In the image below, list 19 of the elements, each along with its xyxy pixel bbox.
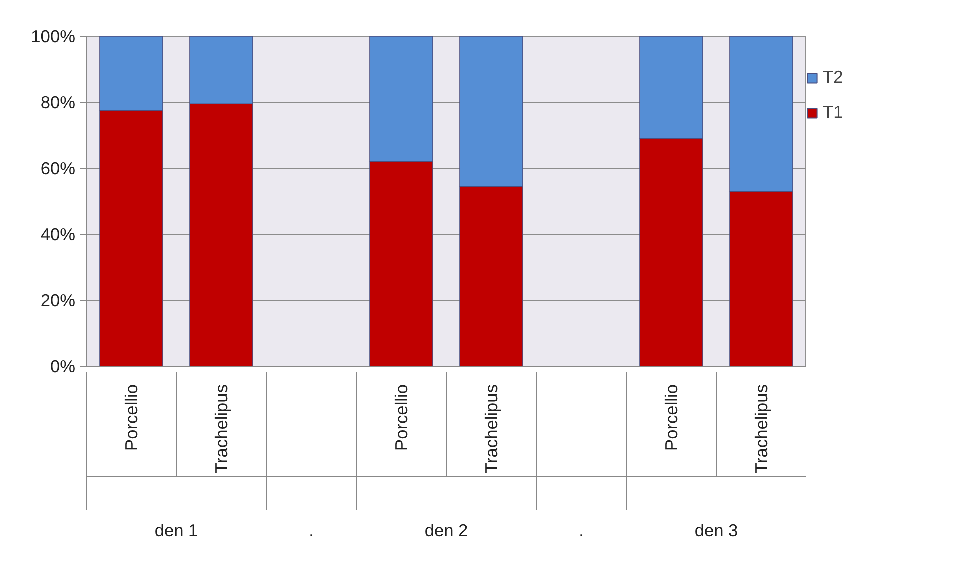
legend-label: T1 bbox=[823, 102, 844, 123]
text: . bbox=[579, 520, 584, 540]
y-tick-label: 20% bbox=[40, 290, 76, 310]
text: den 3 bbox=[694, 520, 738, 540]
y-tick-label: 60% bbox=[40, 158, 76, 178]
x-tick-label: Trachelipus bbox=[752, 384, 772, 474]
y-tick-label: 80% bbox=[40, 92, 76, 112]
x-tick-label: Porcellio bbox=[392, 384, 412, 451]
legend-label: T2 bbox=[823, 67, 844, 88]
y-tick-label: 40% bbox=[40, 224, 76, 244]
x-tick-label: Trachelipus bbox=[212, 384, 232, 474]
text: . bbox=[309, 520, 314, 540]
x-tick-label: Porcellio bbox=[662, 384, 682, 451]
y-tick-label: 100% bbox=[31, 26, 76, 46]
text: den 2 bbox=[424, 520, 468, 540]
x-tick-label: Porcellio bbox=[122, 384, 142, 451]
x-tick-label: Trachelipus bbox=[482, 384, 502, 474]
y-tick-label: 0% bbox=[50, 356, 76, 376]
text: den 1 bbox=[154, 520, 198, 540]
